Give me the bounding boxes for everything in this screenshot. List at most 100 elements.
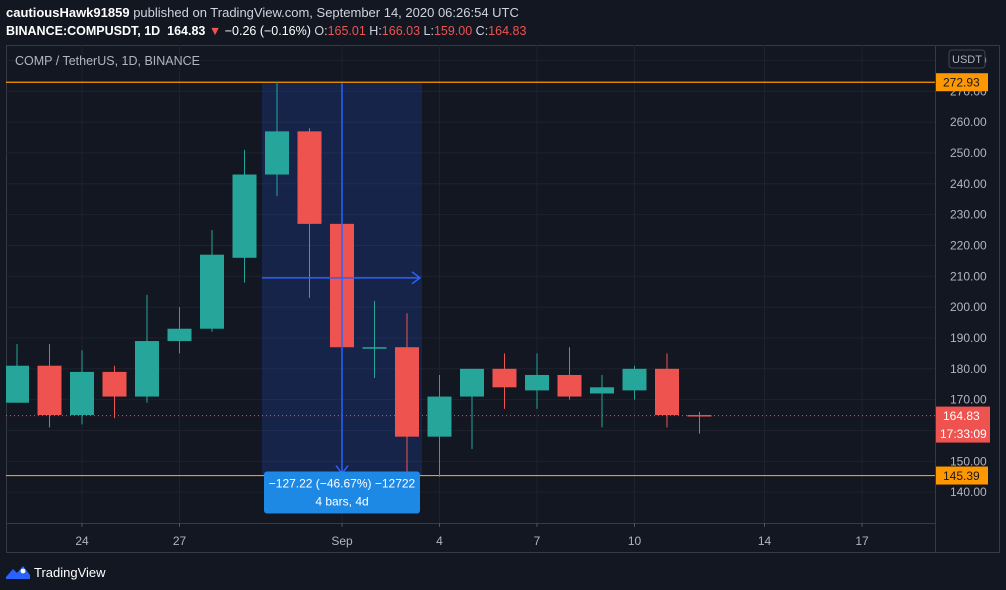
time-tick-label: 4	[436, 534, 443, 548]
measure-info-box[interactable]	[264, 471, 420, 514]
time-tick-label: 14	[758, 534, 772, 548]
chart-header: cautiousHawk91859 published on TradingVi…	[6, 4, 526, 40]
candle	[362, 300, 387, 379]
tradingview-logo-icon[interactable]	[6, 565, 30, 579]
chart-border	[6, 45, 1000, 553]
open-value: 165.01	[327, 24, 366, 38]
chart-frame[interactable]: 140.00150.00160.00170.00180.00190.00200.…	[5, 45, 1000, 553]
price-tick-label: 250.00	[950, 146, 987, 160]
down-triangle-icon: ▼	[208, 24, 222, 38]
candle-body	[622, 368, 647, 391]
level-price-tag-label: 145.39	[943, 469, 980, 483]
open-label: O:	[314, 24, 328, 38]
measure-right-arrowhead	[411, 271, 422, 285]
candle	[265, 82, 289, 197]
last-price: 164.83	[167, 24, 206, 38]
candle-body	[590, 387, 614, 394]
candle	[102, 365, 127, 419]
footer: TradingView	[6, 562, 106, 582]
close-value: 164.83	[488, 24, 527, 38]
candle	[590, 374, 614, 428]
candle-body	[655, 368, 679, 416]
candle	[655, 353, 679, 428]
currency-label: USDT	[952, 54, 982, 66]
candle-body	[395, 347, 419, 437]
publisher-name[interactable]: cautiousHawk91859	[6, 5, 130, 20]
price-tick-label: 170.00	[950, 393, 987, 407]
measure-label[interactable]: −127.22 (−46.67%) −12722 4 bars, 4d	[264, 471, 420, 514]
last-price-tag-label: 164.83	[943, 409, 980, 423]
candle	[70, 350, 94, 425]
candle	[167, 307, 192, 354]
price-tick-label: 190.00	[950, 331, 987, 345]
candle-body	[557, 374, 582, 397]
price-tick-label: 230.00	[950, 208, 987, 222]
ohlc-legend: BINANCE:COMPUSDT, 1D 164.83 ▼ −0.26 (−0.…	[6, 22, 526, 40]
published-text: published on TradingView.com, September …	[133, 5, 519, 20]
time-tick-label: 17	[855, 534, 869, 548]
time-axis[interactable]: 24 27 Sep 4 7 10 14 17	[75, 523, 869, 548]
high-value: 166.03	[381, 24, 421, 38]
price-tick-label: 180.00	[950, 362, 987, 376]
bar-countdown-label: 17:33:09	[940, 427, 987, 441]
horizontal-levels[interactable]	[6, 81, 935, 477]
candle-body	[5, 365, 29, 403]
high-label: H:	[369, 24, 382, 38]
level-price-tag	[936, 466, 988, 485]
tradingview-brand[interactable]: TradingView	[34, 564, 106, 580]
time-tick-label: 27	[173, 534, 187, 548]
price-change: −0.26 (−0.16%)	[224, 24, 311, 38]
candlestick-chart[interactable]: 140.00150.00160.00170.00180.00190.00200.…	[5, 45, 1000, 553]
candle	[622, 365, 647, 400]
time-tick-label: Sep	[331, 534, 353, 548]
low-label: L:	[423, 24, 434, 38]
candle-body	[167, 328, 192, 342]
price-tick-label: 150.00	[950, 454, 987, 468]
time-tick-label: 7	[534, 534, 541, 548]
measure-change-text: −127.22 (−46.67%) −12722	[269, 477, 416, 491]
candle-body	[135, 341, 159, 397]
candle	[492, 353, 517, 409]
price-tick-label: 200.00	[950, 300, 987, 314]
chart-title: COMP / TetherUS, 1D, BINANCE	[15, 54, 200, 68]
candle-body	[427, 396, 452, 437]
candle	[200, 230, 224, 332]
candle	[37, 344, 62, 428]
candle-body	[232, 174, 257, 258]
time-tick-label: 24	[75, 534, 89, 548]
candles	[5, 82, 712, 477]
time-tick-label: 10	[628, 534, 642, 548]
candle	[232, 149, 257, 283]
candle	[687, 411, 712, 434]
candle-body	[37, 365, 62, 416]
candle-body	[492, 368, 517, 388]
price-tick-label: 240.00	[950, 177, 987, 191]
low-value: 159.00	[433, 24, 473, 38]
last-price-tag	[936, 406, 990, 443]
candle	[395, 313, 419, 477]
candle	[427, 374, 452, 477]
candle-body	[102, 371, 127, 397]
level-price-tag-label: 272.93	[943, 76, 980, 90]
candle	[525, 353, 549, 409]
candle-body	[200, 254, 224, 329]
candle	[557, 347, 582, 400]
candle	[297, 128, 322, 298]
price-tick-label: 220.00	[950, 238, 987, 252]
price-tick-label: 210.00	[950, 269, 987, 283]
currency-badge[interactable]	[948, 49, 986, 69]
symbol-label[interactable]: BINANCE:COMPUSDT, 1D	[6, 24, 161, 38]
candle-body	[460, 368, 484, 397]
candle-body	[687, 415, 712, 417]
level-price-tag	[936, 73, 988, 92]
candle	[460, 368, 484, 449]
candle-body	[70, 371, 94, 416]
price-tick-label: 260.00	[950, 115, 987, 129]
price-tick-label: 140.00	[950, 485, 987, 499]
publish-info: cautiousHawk91859 published on TradingVi…	[6, 4, 526, 22]
price-tags: 272.93 145.39 164.83 17:33:09	[936, 73, 990, 485]
candle	[135, 294, 159, 403]
candle-body	[525, 374, 549, 391]
candle	[5, 344, 29, 403]
candle-body	[265, 131, 289, 175]
